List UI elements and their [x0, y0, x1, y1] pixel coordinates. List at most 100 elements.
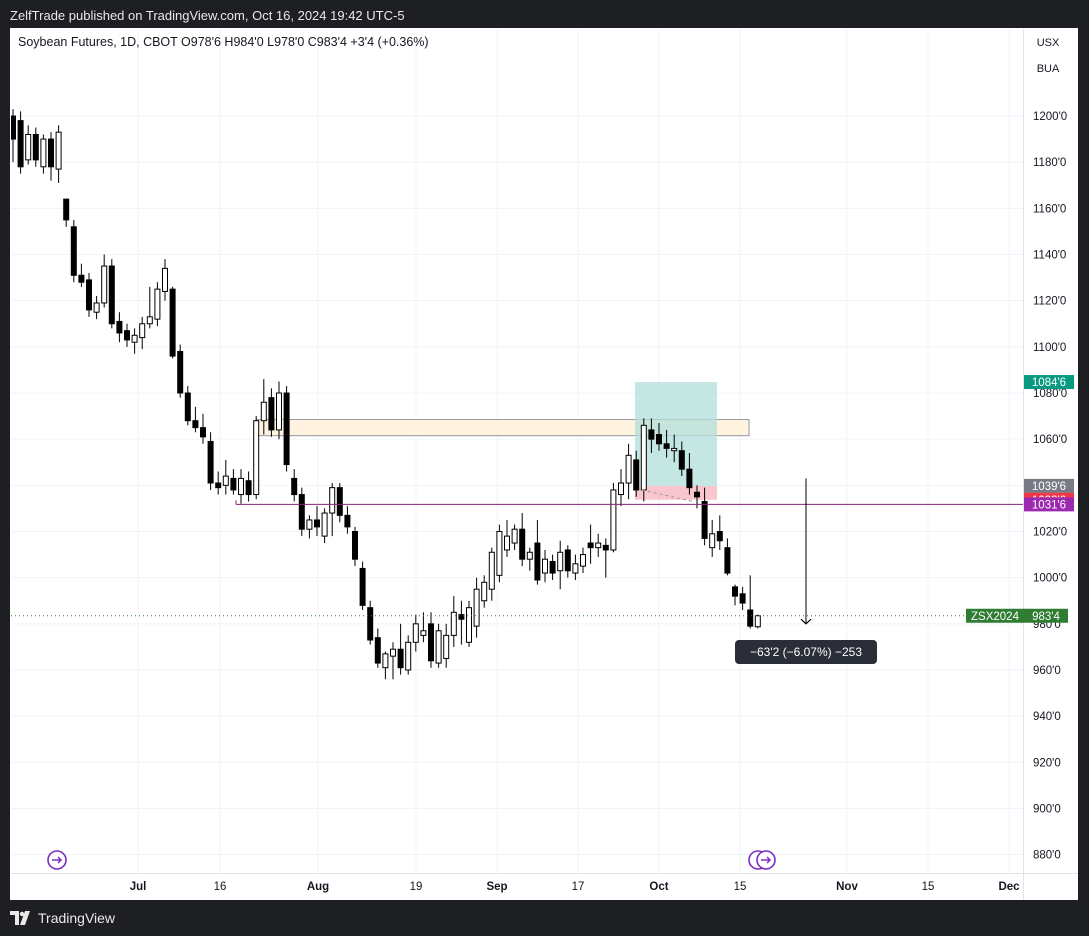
candle	[352, 526, 358, 567]
price-tick-label: 1140'0	[1033, 250, 1066, 262]
candle-body	[519, 528, 526, 560]
candle	[420, 612, 427, 643]
event-marker-left[interactable]	[47, 850, 67, 870]
candle	[701, 487, 708, 546]
candle	[177, 344, 184, 398]
candle	[169, 286, 176, 359]
candle-body	[618, 482, 624, 496]
candle-body	[716, 531, 723, 542]
candle	[504, 519, 510, 557]
level-price-tag-bg	[1024, 478, 1074, 493]
candle-body	[154, 288, 161, 320]
candle-body	[25, 133, 32, 161]
current-symbol-tag-bg	[966, 608, 1024, 623]
candle	[466, 600, 472, 647]
price-tick-label: 880'0	[1033, 850, 1061, 862]
candle	[397, 623, 404, 675]
candle-body	[610, 489, 617, 551]
time-tick-label: Jul	[130, 881, 147, 893]
candle-body	[131, 334, 138, 343]
candle-body	[473, 588, 480, 627]
candle	[663, 429, 670, 458]
time-tick-label: 15	[734, 881, 747, 893]
candle	[549, 554, 556, 580]
candle	[25, 125, 32, 165]
candle-body	[557, 551, 564, 572]
candle	[146, 286, 153, 329]
take-profit-price-tag: 1084'6	[1032, 377, 1066, 389]
candle	[55, 125, 62, 183]
candle	[382, 651, 389, 680]
candle	[162, 259, 168, 301]
candle-body	[17, 120, 24, 168]
currency-button-usx[interactable]: USX	[1036, 37, 1060, 49]
candle	[648, 418, 655, 454]
candle-body	[32, 133, 39, 161]
candle-body	[86, 279, 92, 311]
candle-body	[55, 131, 62, 170]
candle	[245, 471, 252, 502]
candle	[450, 596, 457, 647]
candle	[131, 328, 138, 354]
candle-body	[352, 531, 358, 560]
candle-body	[230, 477, 237, 491]
candle-body	[488, 551, 495, 590]
candle	[116, 312, 123, 343]
candle	[124, 323, 130, 347]
candle-body	[504, 535, 510, 551]
current-price-tag: 983'4	[1032, 611, 1060, 623]
currency-button-bua[interactable]: BUA	[1036, 63, 1060, 75]
candle-body	[732, 586, 738, 597]
candle-body	[663, 443, 670, 449]
candle	[32, 127, 39, 167]
time-tick-label: Aug	[307, 881, 329, 893]
measure-label-text: −63'2 (−6.07%) −253	[750, 645, 862, 659]
chart-frame	[10, 28, 1078, 900]
candle-body	[139, 323, 146, 339]
candle	[572, 554, 579, 580]
candle-body	[694, 491, 700, 498]
price-tick-label: 1180'0	[1033, 157, 1066, 169]
candle	[473, 577, 480, 638]
position-entry-line	[641, 489, 694, 502]
candle-body	[245, 480, 252, 496]
candle	[215, 471, 222, 495]
price-tick-label: 960'0	[1033, 665, 1061, 677]
candle	[70, 219, 77, 283]
candle	[724, 538, 731, 576]
candle	[268, 388, 275, 437]
candle-body	[124, 330, 130, 341]
candle-body	[291, 477, 298, 496]
price-tick-label: 1060'0	[1033, 434, 1067, 446]
candle-body	[747, 609, 754, 627]
candle-body	[169, 288, 176, 357]
price-axis[interactable]: 880'0900'0920'0940'0960'0980'01000'01020…	[1033, 111, 1067, 862]
candle-body	[314, 519, 320, 528]
measure-label-bg	[735, 640, 877, 664]
candle-body	[709, 533, 716, 549]
candle-body	[321, 512, 328, 537]
candle	[671, 434, 678, 463]
candle	[610, 483, 617, 553]
time-axis[interactable]: Jul 16 Aug 19 Sep 17 Oct 15 Nov 15 Dec	[130, 881, 1020, 893]
candle-body	[754, 615, 761, 628]
candle-body	[390, 648, 396, 657]
time-tick-label: Sep	[486, 881, 507, 893]
candle-body	[48, 138, 54, 168]
candle	[78, 263, 85, 287]
candle	[739, 586, 746, 610]
candle-body	[549, 561, 556, 574]
candle	[747, 575, 754, 629]
candle-body	[633, 459, 640, 491]
candle	[656, 423, 662, 451]
candle	[314, 506, 320, 537]
event-marker-right[interactable]	[748, 850, 776, 870]
take-profit-price-tag-bg	[1024, 375, 1074, 390]
candle	[625, 443, 632, 500]
candle-body	[656, 434, 662, 445]
candle	[40, 134, 47, 174]
candle-body	[678, 450, 685, 470]
price-tick-label: 920'0	[1033, 757, 1061, 769]
tradingview-logo[interactable]: TradingView	[10, 910, 115, 926]
